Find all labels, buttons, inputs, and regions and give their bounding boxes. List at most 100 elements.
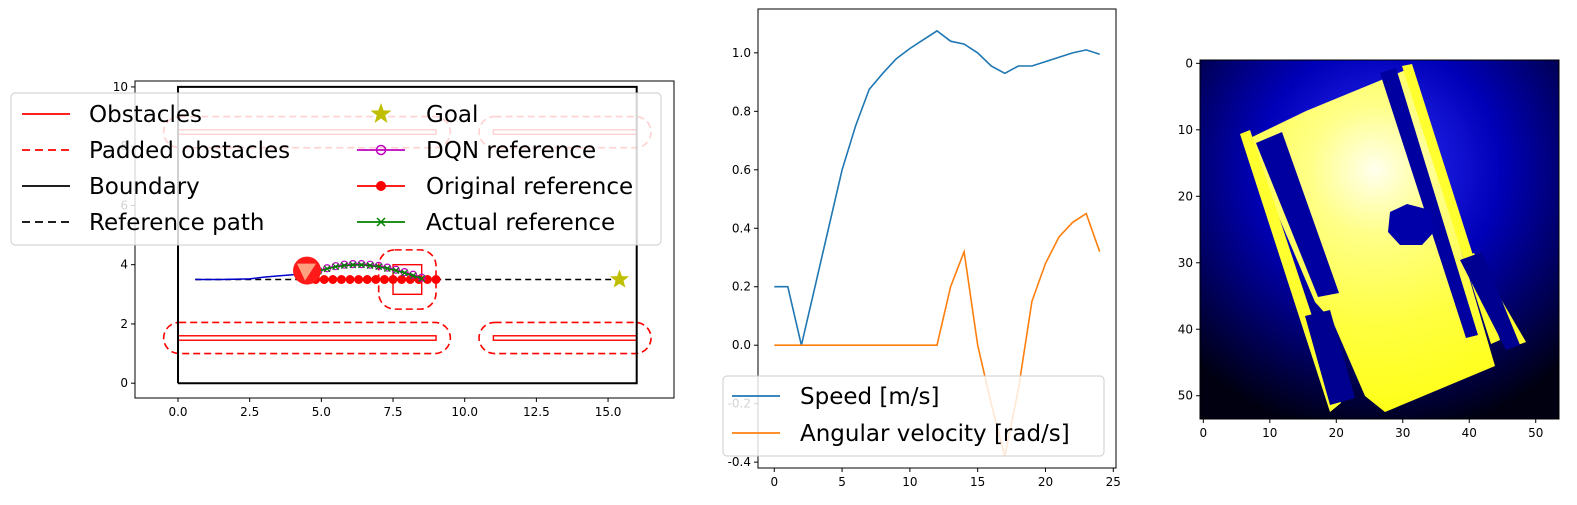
heatmap-slot-bottom [1305,310,1355,405]
map-legend: Obstacles Padded obstacles Boundary Refe… [10,92,662,246]
velocity-y-tick-label: 1.0 [732,46,751,60]
image-x-tick-label: 50 [1528,426,1543,440]
image-y-tick-label: 40 [1178,322,1193,336]
velocity-x-tick-label: 5 [838,475,846,489]
map-x-tick-label: 7.5 [383,405,402,419]
goal-star [610,269,629,288]
padded-obstacle [162,321,452,355]
map-y-tick-label: 10 [113,80,128,94]
velocity-x-tick-label: 15 [970,475,985,489]
legend-label-padded: Padded obstacles [89,138,290,164]
actual-reference-point [375,263,383,271]
actual-reference-point [392,267,400,275]
image-y-ticks: 0 10 20 30 40 50 [1178,56,1200,403]
original-reference-point [328,274,338,284]
actual-reference-point [332,263,340,271]
velocity-legend-box [722,375,1105,457]
map-y-tick-label: 2 [120,317,128,331]
legend-marker-actual [376,217,386,227]
image-y-tick-label: 10 [1178,123,1193,137]
velocity-x-tick-label: 20 [1038,475,1053,489]
actual-reference-point [340,262,348,269]
actual-reference-point [323,265,331,273]
actual-reference-point [349,261,357,269]
map-x-tick-label: 2.5 [240,405,259,419]
image-x-tick-label: 30 [1395,426,1410,440]
velocity-x-tick-label: 25 [1106,475,1121,489]
legend-label-obstacles: Obstacles [89,102,202,128]
image-x-tick-label: 40 [1462,426,1477,440]
legend-label-speed: Speed [m/s] [800,384,940,410]
velocity-y-tick-label: -0.4 [728,455,751,469]
image-y-tick-label: 0 [1185,56,1193,70]
speed-line [774,29,1100,346]
legend-label-goal: Goal [426,102,478,128]
original-reference-point [388,274,398,284]
original-reference-point [319,274,329,284]
legend-label-angular: Angular velocity [rad/s] [800,421,1070,447]
image-x-ticks: 0 10 20 30 40 50 [1200,419,1543,440]
legend-label-actual: Actual reference [426,210,615,236]
robot-marker [293,256,322,285]
legend-marker-original [376,181,386,191]
map-x-tick-label: 10.0 [451,405,478,419]
legend-label-boundary: Boundary [89,174,200,200]
legend-handle-goal [370,103,392,123]
map-panel: 0.02.55.07.510.012.515.0 0246810 Obstacl… [10,80,675,419]
image-x-tick-label: 10 [1262,426,1277,440]
original-reference-point [362,274,372,284]
velocity-legend: Speed [m/s] Angular velocity [rad/s] [722,375,1105,457]
image-y-tick-label: 30 [1178,256,1193,270]
actual-reference-point [358,261,365,269]
original-reference-point [431,274,441,284]
velocity-y-tick-label: 0.4 [732,221,751,235]
padded-obstacle [478,321,652,355]
legend-label-dqn: DQN reference [426,138,596,164]
actual-reference-point [418,275,426,283]
map-x-tick-label: 12.5 [523,405,550,419]
velocity-x-ticks: 0 5 10 15 20 25 [770,468,1121,489]
trajectory-line [195,271,308,281]
velocity-y-tick-label: 0.2 [732,280,751,294]
actual-reference-point [401,269,408,277]
actual-reference-point [409,272,417,280]
original-reference-point [379,274,389,284]
image-y-tick-label: 50 [1178,389,1193,403]
actual-reference-point [366,262,374,269]
original-reference-point [371,274,381,284]
legend-label-refpath: Reference path [89,210,264,236]
image-axes-frame [1199,59,1560,420]
map-y-tick-label: 4 [120,258,128,272]
heatmap-slot-left [1256,132,1339,297]
angular-velocity-line [774,212,1101,457]
heatmap-slot-right [1460,252,1520,350]
image-y-tick-label: 20 [1178,189,1193,203]
dqn-reference-point [348,259,357,269]
goal-marker [610,269,629,288]
actual-reference-point [383,265,391,272]
actual-reference-line [309,264,422,280]
map-x-tick-label: 15.0 [595,405,622,419]
original-reference-point [354,274,364,284]
legend-marker-dqn [375,144,387,156]
map-x-tick-label: 0.0 [168,405,187,419]
map-legend-box [10,92,662,246]
velocity-x-tick-label: 0 [770,475,778,489]
robot-heading [297,263,317,281]
legend-label-original: Original reference [426,174,633,200]
image-x-tick-label: 0 [1200,426,1208,440]
dqn-reference-point [357,259,366,269]
velocity-y-tick-label: 0.8 [732,104,751,118]
map-y-tick-label: 0 [120,376,128,390]
image-panel: 0 10 20 30 40 50 0 10 20 30 40 50 [1178,56,1560,440]
map-x-ticks: 0.0 2.5 5.0 7.5 10.0 12.5 15.0 [168,398,621,419]
heatmap-image [1200,60,1559,419]
image-x-tick-label: 20 [1329,426,1344,440]
heatmap-hole [1388,204,1434,245]
velocity-x-tick-label: 10 [902,475,917,489]
map-x-tick-label: 5.0 [312,405,331,419]
heatmap-slot-top [1380,68,1478,338]
original-reference-point [345,274,355,284]
